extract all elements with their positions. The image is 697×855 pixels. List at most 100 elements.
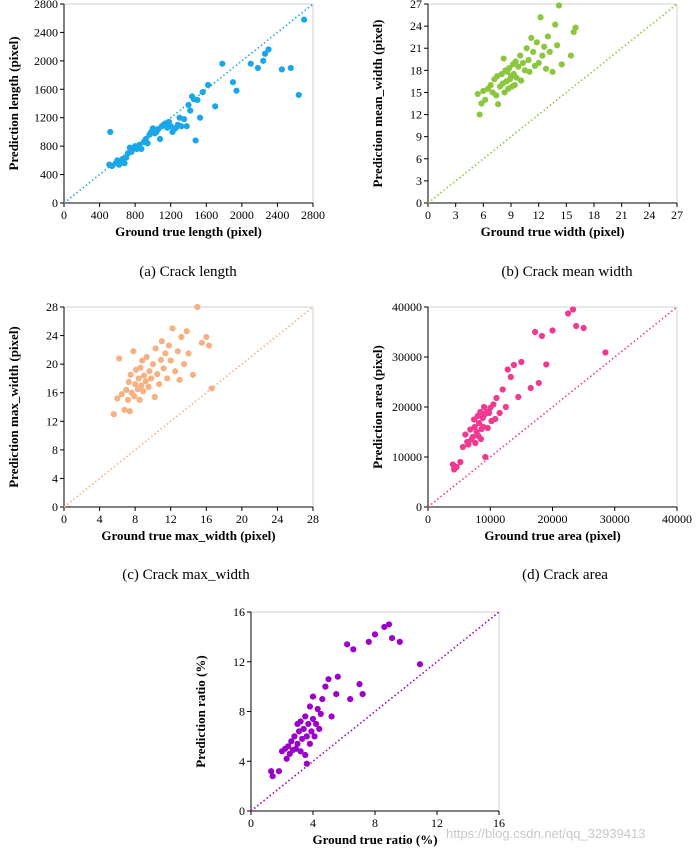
data-point <box>549 68 556 75</box>
data-point <box>219 60 226 67</box>
data-point <box>136 396 143 403</box>
data-point <box>602 349 609 356</box>
data-point <box>144 140 151 147</box>
chart-crack-length: 0 400 800 1200 1600 2000 2400 2800 0 400 800 1200 16… <box>6 0 325 239</box>
x-axis-label: Ground true max_width (pixel) <box>101 528 275 543</box>
x-tick-label: 10000 <box>475 512 505 526</box>
data-point <box>302 751 309 759</box>
data-point <box>325 676 332 683</box>
data-point <box>130 348 137 355</box>
data-point <box>172 368 179 375</box>
data-point <box>490 401 497 408</box>
x-axis-label: Ground true length (pixel) <box>115 224 262 239</box>
y-tick-label: 0 <box>52 500 58 514</box>
data-point <box>135 375 142 382</box>
data-point <box>123 386 130 393</box>
data-point <box>543 361 550 368</box>
x-tick-label: 20 <box>236 512 248 526</box>
data-point <box>149 361 157 368</box>
reference-line-y-equals-x <box>63 3 314 204</box>
data-point <box>300 725 307 733</box>
x-tick-label: 16 <box>493 816 505 830</box>
data-point <box>131 393 138 400</box>
x-tick-label: 40000 <box>662 512 692 526</box>
data-point <box>533 39 540 46</box>
data-point <box>194 96 201 104</box>
x-tick-label: 30000 <box>600 512 630 526</box>
x-tick-label: 0 <box>425 208 431 222</box>
y-tick-label: 0 <box>416 196 422 210</box>
y-tick-label: 2000 <box>34 54 58 68</box>
data-point <box>189 371 197 378</box>
x-tick-label: 6 <box>480 208 486 222</box>
x-tick-label: 16 <box>200 512 212 526</box>
data-point <box>158 338 165 345</box>
data-point <box>305 720 312 728</box>
data-point <box>322 683 329 690</box>
x-tick-label: 8 <box>372 816 378 830</box>
data-point <box>569 306 577 313</box>
data-point <box>167 357 174 364</box>
data-point <box>535 59 542 67</box>
x-tick-label: 18 <box>588 208 600 222</box>
y-tick-label: 24 <box>410 19 422 33</box>
chart-crack-max-width: 0 4 8 12 16 20 24 28 0 4 8 12 16 20 24 28 Ground true ma… <box>6 300 319 543</box>
data-point <box>148 375 155 382</box>
data-point <box>137 364 144 371</box>
y-axis-label: Prediction ratio (%) <box>193 655 208 767</box>
data-point <box>268 768 275 775</box>
data-point <box>453 463 460 471</box>
data-point <box>301 16 308 23</box>
y-tick-label: 3 <box>416 174 422 188</box>
data-point <box>309 715 317 723</box>
data-point <box>552 21 559 28</box>
data-point <box>151 393 158 401</box>
data-point <box>535 379 542 387</box>
chart-crack-mean-width: 0 3 6 9 12 15 18 21 24 27 0 3 6 9 12 15 18 21 24 27 Ground t… <box>370 0 683 239</box>
data-point <box>316 725 323 733</box>
x-axis-label: Ground true ratio (%) <box>312 832 437 847</box>
data-point <box>494 73 501 80</box>
data-point <box>142 378 149 385</box>
data-point <box>107 128 114 136</box>
data-point <box>306 703 313 710</box>
x-tick-label: 0 <box>61 512 67 526</box>
x-tick-label: 28 <box>307 512 319 526</box>
data-point <box>292 745 300 752</box>
x-tick-label: 0 <box>248 816 254 830</box>
data-point <box>303 733 310 740</box>
x-tick-label: 2400 <box>265 208 289 222</box>
data-point <box>140 372 148 379</box>
data-point <box>160 365 167 372</box>
data-point <box>472 439 479 447</box>
data-point <box>555 2 563 9</box>
data-point <box>196 114 204 121</box>
x-tick-label: 21 <box>616 208 628 222</box>
data-point <box>306 740 313 747</box>
x-tick-label: 4 <box>97 512 103 526</box>
data-point <box>143 353 150 361</box>
data-point <box>518 358 525 366</box>
data-point <box>558 61 565 68</box>
data-point <box>138 382 145 389</box>
data-point <box>542 65 550 72</box>
y-tick-label: 400 <box>40 168 58 182</box>
y-tick-label: 0 <box>52 196 58 210</box>
y-tick-label: 0 <box>416 500 422 514</box>
data-point <box>260 57 267 64</box>
y-tick-label: 1600 <box>34 82 58 96</box>
y-tick-label: 24 <box>46 329 58 343</box>
x-tick-label: 9 <box>508 208 514 222</box>
data-point <box>523 45 530 52</box>
y-tick-label: 12 <box>410 108 422 122</box>
data-point <box>573 322 580 330</box>
data-point <box>465 441 472 448</box>
data-point <box>492 415 499 423</box>
x-tick-label: 12 <box>533 208 545 222</box>
y-tick-label: 21 <box>410 41 422 55</box>
data-point <box>539 52 546 59</box>
data-point <box>287 64 294 72</box>
y-axis-label: Prediction area (pixel) <box>370 345 385 469</box>
data-point <box>288 738 295 745</box>
x-tick-label: 800 <box>126 208 144 222</box>
